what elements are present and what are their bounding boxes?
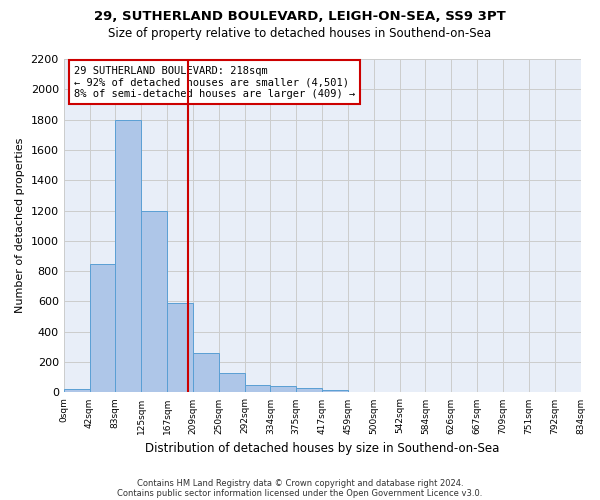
Text: 29 SUTHERLAND BOULEVARD: 218sqm
← 92% of detached houses are smaller (4,501)
8% : 29 SUTHERLAND BOULEVARD: 218sqm ← 92% of… [74, 66, 355, 99]
Y-axis label: Number of detached properties: Number of detached properties [15, 138, 25, 314]
Bar [193, 353, 219, 393]
Bar [89, 264, 115, 392]
Text: Contains public sector information licensed under the Open Government Licence v3: Contains public sector information licen… [118, 488, 482, 498]
Bar [245, 385, 271, 392]
Text: Contains HM Land Registry data © Crown copyright and database right 2024.: Contains HM Land Registry data © Crown c… [137, 478, 463, 488]
Bar [271, 386, 296, 392]
Bar [115, 120, 141, 392]
Bar [322, 390, 348, 392]
Bar [64, 388, 89, 392]
Bar [296, 388, 322, 392]
Bar [141, 210, 167, 392]
Bar [167, 303, 193, 392]
X-axis label: Distribution of detached houses by size in Southend-on-Sea: Distribution of detached houses by size … [145, 442, 499, 455]
Bar [219, 374, 245, 392]
Text: 29, SUTHERLAND BOULEVARD, LEIGH-ON-SEA, SS9 3PT: 29, SUTHERLAND BOULEVARD, LEIGH-ON-SEA, … [94, 10, 506, 23]
Text: Size of property relative to detached houses in Southend-on-Sea: Size of property relative to detached ho… [109, 28, 491, 40]
